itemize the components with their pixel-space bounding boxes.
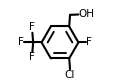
Text: F: F [29,22,35,32]
Text: OH: OH [79,10,95,20]
Text: Cl: Cl [65,70,75,80]
Text: F: F [86,37,92,47]
Text: F: F [18,37,24,47]
Text: F: F [29,52,35,62]
